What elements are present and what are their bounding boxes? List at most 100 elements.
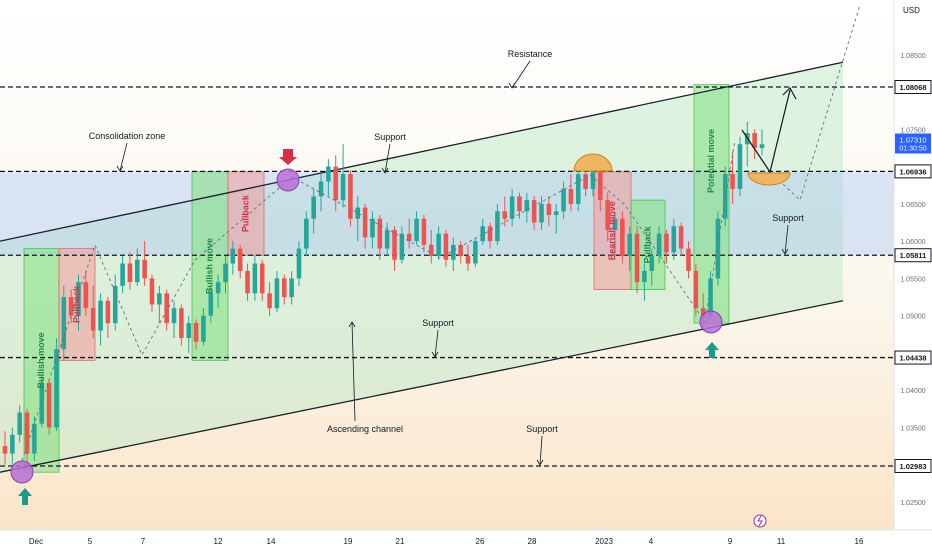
candle-body [715,218,721,279]
candle-body [311,196,316,219]
candle-body [215,282,221,294]
move-box-label: Pullback [642,225,652,263]
move-box-label: Bullish move [204,238,214,294]
chart-annotation: Support [422,318,454,328]
candle-body [583,174,588,189]
candle-body [348,174,353,219]
candle-body [304,218,309,249]
time-tick-label: 5 [88,537,93,546]
candle-body [399,233,405,260]
candle-body [252,263,258,294]
move-box-label: Potential move [706,129,716,193]
candle-body [186,323,192,339]
time-tick-label: 7 [141,537,146,546]
last-price-tag [895,133,931,154]
time-tick-label: Dec [29,537,43,546]
candle-body [671,226,677,253]
annotation-pointer [784,224,789,255]
candle-body [451,244,456,260]
candle-body [708,278,713,316]
candle-body [340,174,346,201]
price-axis[interactable]: USD 1.08068 1.06936 1.05811 1.04438 1.02983 1… [893,0,932,530]
annotation-pointer-head [781,248,789,255]
candle-body [737,144,743,189]
candle-body [267,293,272,309]
annotation-pointer [351,321,356,422]
level-price-tag [894,164,932,179]
time-tick-label: 11 [777,537,786,546]
candle-body [61,297,67,350]
candle-body [436,233,441,257]
zones-layer [0,62,894,473]
annotation-pointer [434,329,439,358]
level-price-tag [894,350,932,365]
candle-body [531,200,537,223]
candle-body [164,293,169,324]
time-tick-label: 2023 [595,537,613,546]
candle-body [502,211,508,219]
pivot-circle [276,168,300,192]
annotation-pointer-head [508,82,516,89]
candle-body [83,282,89,309]
candle-body [443,233,449,260]
price-tick-label: 1.06500 [900,202,925,209]
price-tick-label: 1.03500 [900,425,925,432]
candle-body [649,256,655,271]
candle-body [179,308,184,339]
channel-upper-line [0,61,844,242]
price-tick-label: 1.06000 [900,239,925,246]
candle-body [208,293,214,316]
level-price-label: 1.08068 [899,83,926,92]
pivot-circle [699,310,723,334]
annotation-pointer-head [116,165,124,172]
price-tick-label: 1.04000 [900,388,925,395]
time-tick-label: 21 [396,537,405,546]
annotation-pointer [119,142,128,172]
candle-body [384,229,390,249]
time-tick-label: 4 [649,537,654,546]
candle-body [414,218,419,242]
candle-body [406,233,412,242]
candle-body [333,166,339,201]
chart-annotation: Consolidation zone [89,131,166,141]
candle-body [46,382,52,428]
candle-body [517,196,522,212]
time-tick-label: 14 [267,537,276,546]
down-arrow-icon [279,149,297,165]
candle-body [465,256,471,264]
candle-body [149,278,155,305]
level-price-label: 1.04438 [899,354,926,363]
candle-body [458,244,463,257]
candle-body [355,207,361,219]
level-price-label: 1.06936 [899,167,926,176]
candle-body [17,412,22,435]
annotation-pointer-head [381,167,389,174]
candle-body [693,270,699,309]
candle-body [546,203,552,216]
candle-body [76,282,81,316]
candle-body [98,300,103,331]
candle-body [296,248,302,279]
pivot-circle [10,460,34,484]
candle-body [193,323,199,342]
time-axis[interactable]: Dec 5 7 12 14 19 21 26 28 2023 4 9 11 16 [0,514,932,550]
time-tick-label: 26 [476,537,485,546]
candle-body [326,166,331,182]
candle-body [700,308,706,316]
candle-body [120,263,125,286]
candle-body [68,297,74,316]
move-box-label: Pullback [71,285,81,323]
candle-body [362,207,368,238]
candle-body [752,133,757,148]
projection-arrow [741,89,791,174]
candle-body [509,196,515,219]
annotation-pointer [384,143,391,174]
candle-body [759,144,765,148]
candle-body [620,218,625,257]
candle-body [561,188,566,212]
candle-body [201,315,206,342]
move-box [23,248,60,473]
candle-body [678,226,684,249]
level-price-tag [894,80,932,94]
